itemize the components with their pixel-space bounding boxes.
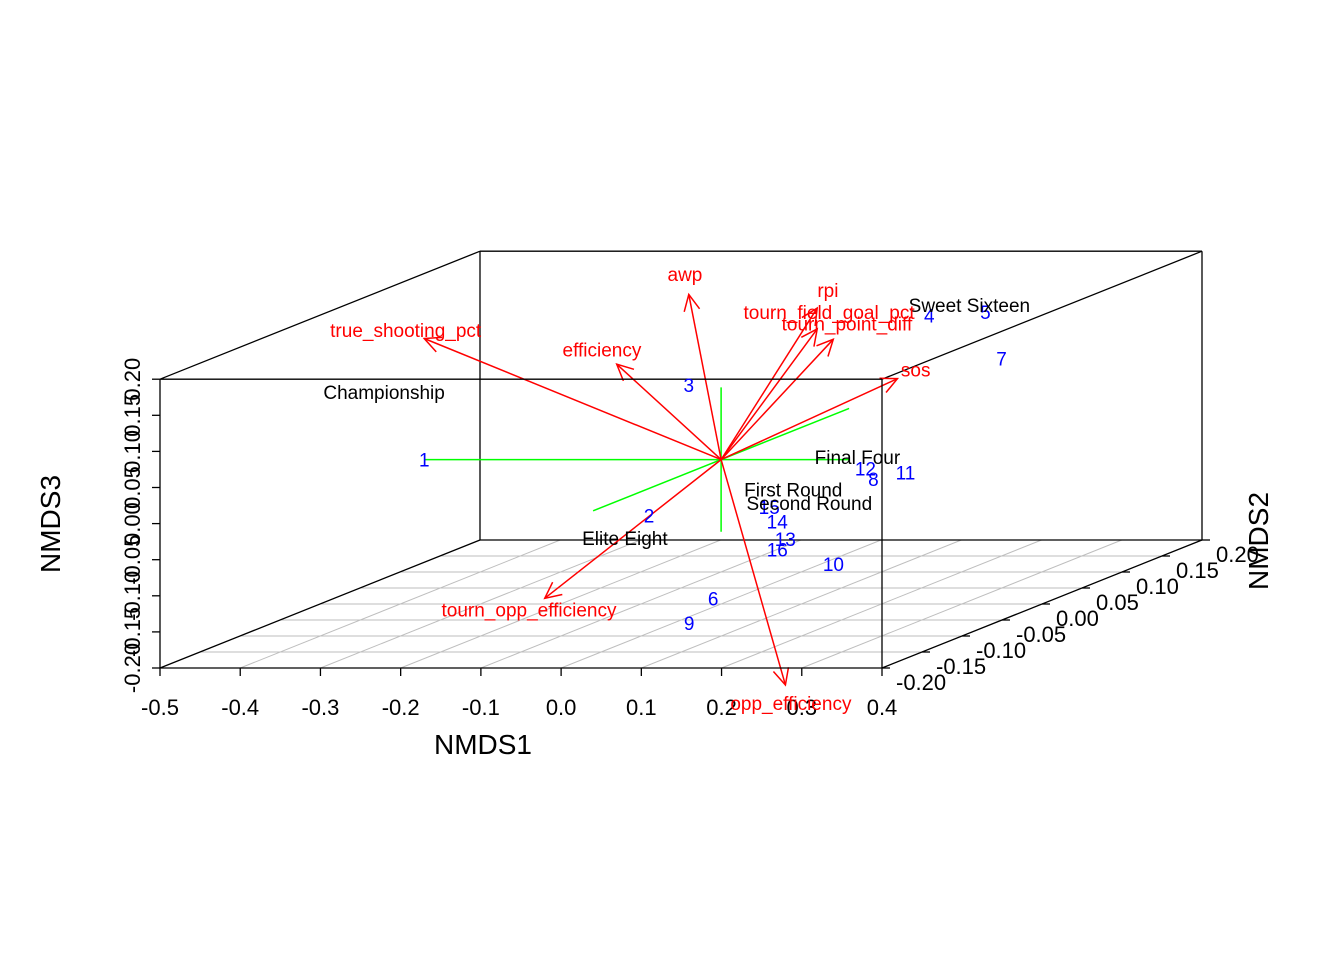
vector-label: tourn_field_goal_pct [744,303,916,324]
vector-arrow [720,338,834,461]
x-tick-label: 0.4 [867,695,898,720]
z-tick-label: 0.05 [120,466,145,509]
site-label: 3 [683,376,694,397]
vector-label: rpi [817,281,838,302]
y-tick-label: -0.10 [976,638,1026,663]
group-label: Second Round [746,494,872,515]
z-tick-label: -0.20 [120,643,145,693]
site-label: 16 [767,540,788,561]
site-label: 10 [823,555,844,576]
box-edge [881,250,1203,380]
group-label: Championship [323,383,444,404]
group-label: Sweet Sixteen [909,296,1030,317]
group-labels: Championship Sweet Sixteen Final Four First… [323,296,1030,550]
group-label: Elite Eight [582,529,668,550]
y-tick-label: 0.15 [1176,558,1219,583]
site-label: 11 [896,463,916,484]
arrow-head [816,338,835,357]
vector-arrow [720,307,818,461]
arrow-head [772,667,790,687]
x-tick-label: -0.4 [221,695,259,720]
site-label: 12 [855,459,876,480]
site-label: 8 [868,470,879,491]
z-tick-label: -0.05 [120,535,145,585]
vector-label: tourn_point_diff [782,315,913,336]
vector-arrows [422,292,900,687]
x-tick-label: 0.1 [626,695,657,720]
z-tick-label: 0.15 [120,394,145,437]
arrow-head [879,377,900,393]
axis-ticks: -0.5 -0.4 -0.3 -0.2 -0.1 0.0 0.1 0.2 0.3 0.4-0.20… [120,358,1259,720]
arrow-head [800,327,819,347]
vector-label: true_shooting_pct [330,321,482,342]
group-label: First Round [744,480,842,501]
y-tick-label: 0.10 [1136,574,1179,599]
box-edge [159,250,481,380]
vector-arrow [616,363,722,461]
y-tick-label: -0.20 [896,670,946,695]
site-label: 5 [980,303,991,324]
vector-labels: awp true_shooting_pct efficiency rpitourn_f… [330,265,930,715]
x-tick-label: 0.0 [546,695,577,720]
x-tick-label: 0.2 [706,695,737,720]
site-label: 7 [996,350,1007,371]
vector-label: sos [901,360,931,381]
x-tick-label: -0.3 [301,695,339,720]
y-axis-title: NMDS2 [1243,492,1274,590]
arrow-head [615,363,635,382]
vector-arrow [720,328,818,461]
vector-label: tourn_opp_efficiency [442,601,617,622]
vector-label: awp [668,265,703,286]
arrow-head [422,336,443,353]
vector-arrow [720,459,787,686]
site-label: 9 [684,614,695,635]
x-axis-title: NMDS1 [434,729,532,760]
back-box-edges [159,250,1203,541]
arrow-head [543,581,563,600]
site-label: 4 [924,306,935,327]
site-label: 6 [708,589,719,610]
x-tick-label: -0.1 [462,695,500,720]
x-tick-label: -0.2 [382,695,420,720]
vector-arrow [544,459,722,599]
vector-label: efficiency [563,341,642,362]
site-label: 13 [775,530,796,551]
site-label: 14 [767,512,789,533]
site-label: 1 [419,451,430,472]
z-tick-label: -0.15 [120,607,145,657]
z-tick-label: 0.20 [120,358,145,401]
y-tick-label: 0.20 [1216,542,1259,567]
z-tick-label: -0.10 [120,571,145,621]
y-tick-label: -0.05 [1016,622,1066,647]
z-axis-title: NMDS3 [35,475,66,573]
site-label: 15 [759,498,780,519]
site-label: 2 [644,507,655,528]
group-label: Final Four [815,448,901,469]
y-tick-label: -0.15 [936,654,986,679]
arrow-head [801,306,819,327]
z-tick-label: 0.10 [120,430,145,473]
x-tick-label: 0.3 [786,695,817,720]
box-edge [159,539,481,669]
vector-label: opp_efficiency [730,694,852,715]
arrow-head [683,292,701,313]
x-tick-label: -0.5 [141,695,179,720]
vector-arrow [720,377,898,461]
z-tick-label: 0.00 [120,502,145,545]
y-tick-label: 0.05 [1096,590,1139,615]
vector-arrow [688,294,722,460]
y-tick-label: 0.00 [1056,606,1099,631]
vector-arrow [423,337,722,461]
